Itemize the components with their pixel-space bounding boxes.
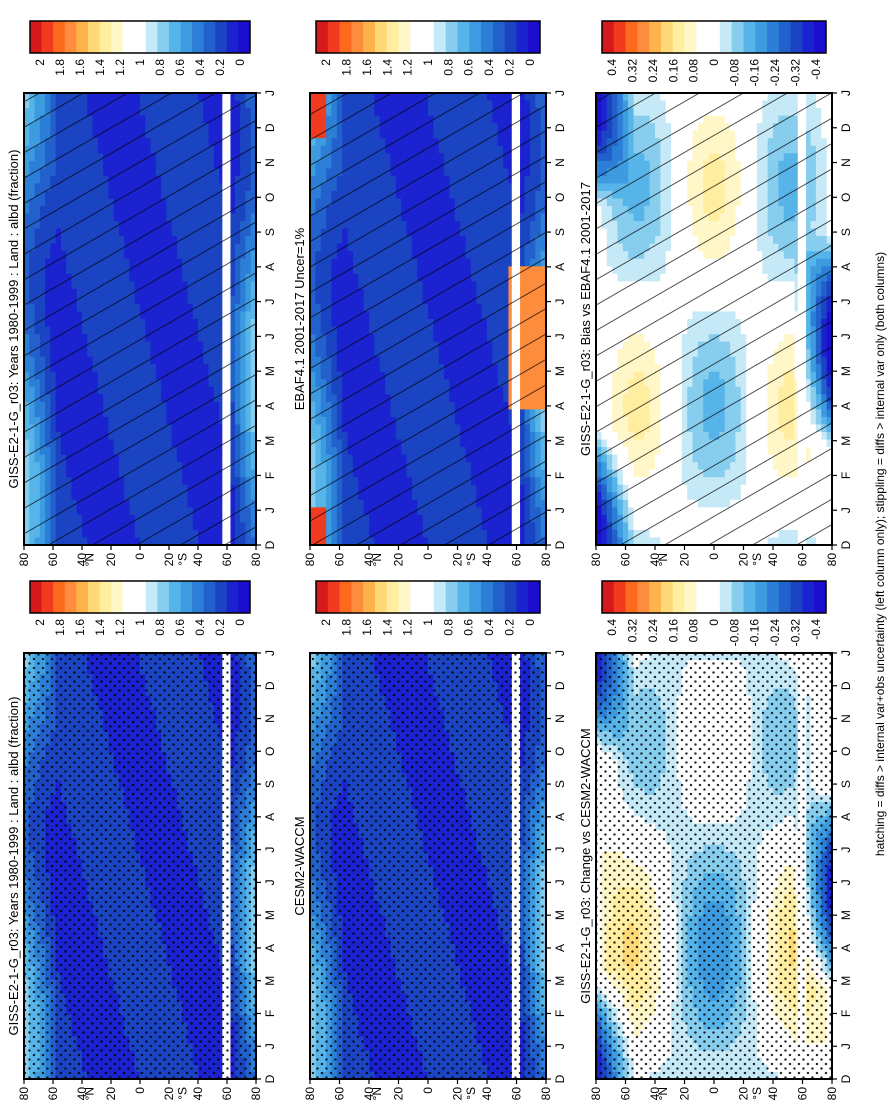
month-tick-label: O [263, 193, 277, 202]
lat-tick-label: 60 [46, 553, 60, 567]
month-tick-label: J [263, 333, 277, 339]
lat-tick-label: 80 [249, 553, 263, 567]
month-tick-label: M [263, 436, 277, 446]
month-tick-label: J [263, 299, 277, 305]
month-tick-label: S [263, 228, 277, 236]
month-tick-label: A [263, 402, 277, 410]
month-tick-label: M [263, 366, 277, 376]
panel-title: GISS-E2-1-G_r03: Years 1980-1999 : Land … [6, 150, 21, 489]
month-tick-label: N [263, 158, 277, 167]
month-tick-label: D [263, 123, 277, 132]
hemisphere-label-south: °S [175, 553, 189, 566]
lat-tick-label: 0 [133, 553, 147, 560]
lat-tick-label: 60 [220, 553, 234, 567]
lat-tick-label: 20 [162, 553, 176, 567]
lat-tick-label: 20 [104, 553, 118, 567]
lat-tick-label: 40 [191, 553, 205, 567]
month-tick-label: J [263, 507, 277, 513]
hemisphere-label-north: °N [83, 553, 97, 566]
month-tick-label: A [263, 263, 277, 271]
month-tick-label: J [263, 90, 277, 96]
month-tick-label: F [263, 472, 277, 479]
lat-tick-label: 80 [17, 553, 31, 567]
hatching-overlay [24, 93, 256, 545]
month-tick-label: D [263, 540, 277, 549]
